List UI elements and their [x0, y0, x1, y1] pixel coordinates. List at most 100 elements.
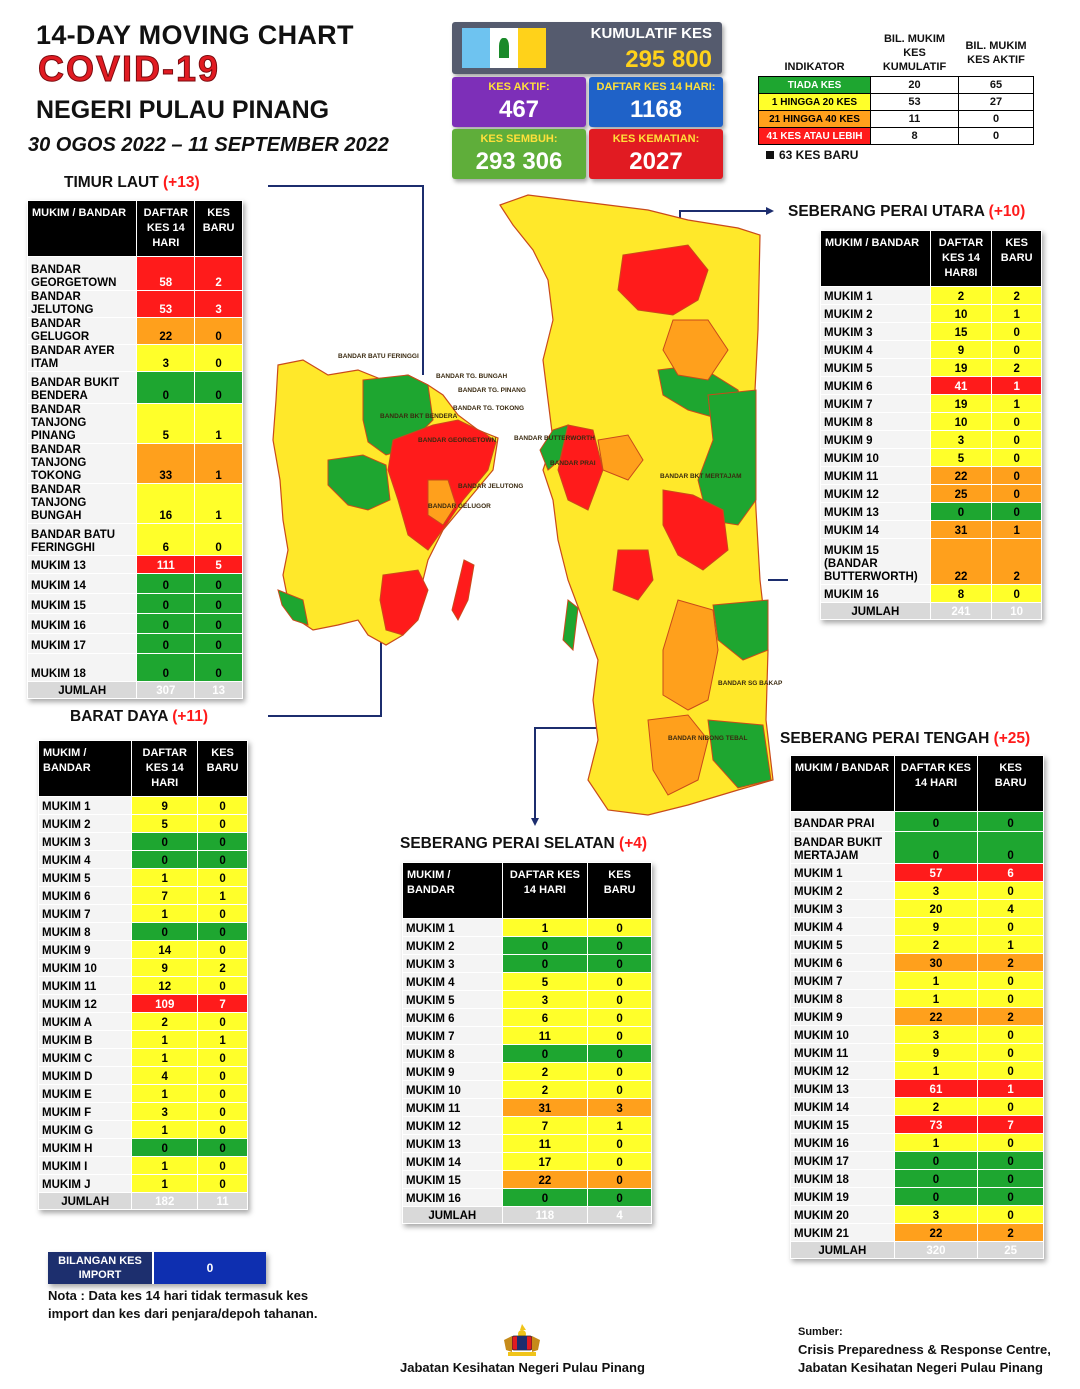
legend-act: 65 — [958, 76, 1034, 94]
row-new-value: 0 — [197, 1138, 248, 1157]
row-14day-value: 3 — [893, 881, 979, 900]
row-name: MUKIM 3 — [790, 899, 895, 918]
total-new: 25 — [977, 1241, 1044, 1259]
active-label: KES AKTIF: — [488, 81, 550, 93]
table-row: MUKIM 13 111 5 — [26, 555, 243, 574]
table-row: MUKIM 8 10 0 — [820, 412, 1042, 431]
row-14day-value: 9 — [893, 1043, 979, 1062]
row-14day-value: 3 — [501, 990, 589, 1009]
row-new-value: 0 — [991, 430, 1042, 449]
row-name: MUKIM 8 — [402, 1044, 503, 1063]
row-14day-value: 31 — [929, 520, 993, 539]
row-new-value: 1 — [194, 483, 243, 524]
death-box: KES KEMATIAN: 2027 — [589, 129, 723, 179]
column-header: DAFTAR KES 14 HARI — [893, 755, 979, 812]
total-row: JUMLAH 241 10 — [820, 602, 1042, 620]
row-new-value: 0 — [991, 502, 1042, 521]
row-name: MUKIM 3 — [402, 954, 503, 973]
spu-title: SEBERANG PERAI UTARA (+10) — [788, 203, 1026, 220]
table-row: MUKIM 10 3 0 — [790, 1025, 1044, 1044]
map-label: BANDAR PRAI — [550, 460, 596, 467]
legend-act: 0 — [958, 127, 1034, 145]
column-header: DAFTAR KES 14 HARI — [136, 200, 196, 257]
table-row: MUKIM 14 0 0 — [26, 573, 243, 594]
row-new-value: 0 — [587, 936, 652, 955]
row-new-value: 0 — [977, 1043, 1044, 1062]
row-new-value: 7 — [197, 994, 248, 1013]
covid-title: COVID-19 — [37, 48, 221, 90]
row-14day-value: 10 — [929, 304, 993, 323]
total-new: 10 — [991, 602, 1042, 620]
row-new-value: 0 — [587, 1008, 652, 1027]
table-row: BANDAR GEORGETOWN 58 2 — [26, 256, 243, 291]
import-value: 0 — [154, 1252, 266, 1284]
row-14day-value: 1 — [893, 989, 979, 1008]
row-name: MUKIM 11 — [790, 1043, 895, 1062]
row-14day-value: 7 — [501, 1116, 589, 1135]
table-row: BANDAR BATU FERINGGHI 6 0 — [26, 523, 243, 556]
row-new-value: 0 — [194, 317, 243, 345]
row-name: BANDAR TANJONG BUNGAH — [26, 483, 138, 524]
row-new-value: 1 — [991, 520, 1042, 539]
row-new-value: 0 — [977, 971, 1044, 990]
row-name: MUKIM D — [37, 1066, 133, 1085]
map-label: BANDAR GEORGETOWN — [418, 437, 497, 444]
row-new-value: 2 — [991, 358, 1042, 377]
row-name: BANDAR PRAI — [790, 811, 895, 832]
row-14day-value: 0 — [929, 502, 993, 521]
row-name: MUKIM 15 (BANDAR BUTTERWORTH) — [820, 538, 931, 585]
table-row: BANDAR BUKIT BENDERA 0 0 — [26, 371, 243, 404]
table-row: MUKIM 15 0 0 — [26, 593, 243, 614]
row-name: MUKIM J — [37, 1174, 133, 1193]
row-new-value: 0 — [194, 633, 243, 654]
row-14day-value: 0 — [131, 832, 199, 851]
table-row: MUKIM 18 0 0 — [790, 1169, 1044, 1188]
row-new-value: 0 — [197, 814, 248, 833]
legend-cum: 20 — [870, 76, 959, 94]
row-new-value: 1 — [587, 1116, 652, 1135]
import-box: BILANGAN KES IMPORT 0 — [48, 1252, 266, 1284]
row-new-value: 1 — [991, 376, 1042, 395]
row-name: BANDAR BATU FERINGGHI — [26, 523, 138, 556]
new-cases-text: 63 KES BARU — [779, 148, 859, 162]
recovered-value: 293 306 — [475, 148, 563, 175]
legend-act: 27 — [958, 93, 1034, 111]
spt-title: SEBERANG PERAI TENGAH (+25) — [780, 730, 1031, 747]
row-14day-value: 1 — [131, 1120, 199, 1139]
column-header: KES BARU — [977, 755, 1044, 812]
row-name: MUKIM 12 — [37, 994, 133, 1013]
row-14day-value: 33 — [136, 443, 196, 484]
row-name: BANDAR BUKIT BENDERA — [26, 371, 138, 404]
row-name: MUKIM F — [37, 1102, 133, 1121]
row-14day-value: 57 — [893, 863, 979, 882]
row-name: MUKIM A — [37, 1012, 133, 1031]
table-row: MUKIM 21 22 2 — [790, 1223, 1044, 1242]
row-name: MUKIM 6 — [790, 953, 895, 972]
legend-cum: 8 — [870, 127, 959, 145]
list14-box: DAFTAR KES 14 HARI: 1168 — [589, 77, 723, 127]
table-row: MUKIM 11 9 0 — [790, 1043, 1044, 1062]
source-line1: Crisis Preparedness & Response Centre, — [798, 1342, 1051, 1357]
table-header-row: MUKIM / BANDAR DAFTAR KES 14 HARI KES BARU — [402, 862, 652, 919]
table-row: MUKIM 18 0 0 — [26, 653, 243, 682]
legend-cum: 53 — [870, 93, 959, 111]
row-14day-value: 1 — [131, 868, 199, 887]
row-14day-value: 1 — [501, 918, 589, 937]
column-header: MUKIM / BANDAR — [37, 740, 133, 797]
row-14day-value: 53 — [136, 290, 196, 318]
active-box: KES AKTIF: 467 — [452, 77, 586, 127]
row-new-value: 0 — [587, 918, 652, 937]
total-label: JUMLAH — [790, 1241, 895, 1259]
row-14day-value: 22 — [929, 466, 993, 485]
map-label: BANDAR SG BAKAP — [718, 680, 783, 687]
row-new-value: 2 — [977, 953, 1044, 972]
row-name: MUKIM 7 — [820, 394, 931, 413]
row-name: MUKIM 5 — [402, 990, 503, 1009]
table-row: MUKIM 13 11 0 — [402, 1134, 652, 1153]
square-bullet-icon — [766, 151, 774, 159]
